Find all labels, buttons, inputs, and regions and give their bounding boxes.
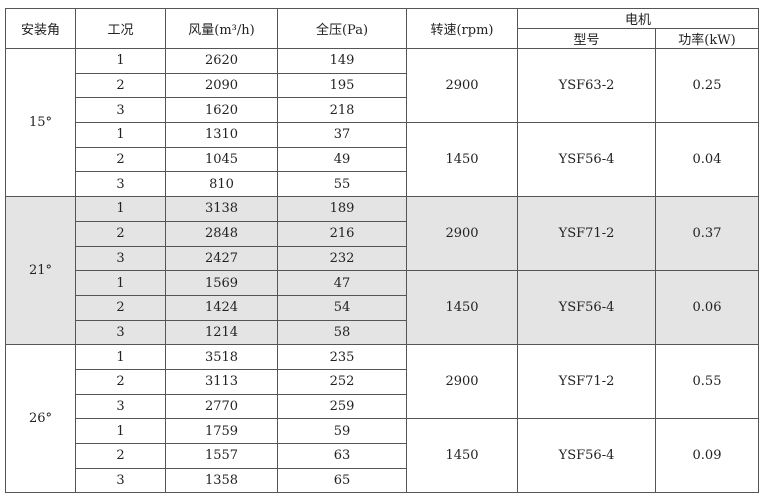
pressure-cell: 195: [277, 72, 407, 99]
pressure-cell: 149: [277, 48, 407, 74]
table-row: 26° 1 3518 235 2900 YSF71-2 0.55: [5, 344, 759, 494]
flow-cell: 1358: [165, 467, 278, 494]
angle-cell: 21°: [5, 196, 76, 346]
pressure-cell: 49: [277, 146, 407, 173]
flow-cell: 2770: [165, 393, 278, 420]
pressure-cell: 65: [277, 467, 407, 494]
table-row: 1 1569 47 1450 YSF56-4 0.06: [6, 270, 759, 346]
flow-cell: 1557: [165, 443, 278, 469]
pressure-cell: 189: [277, 196, 407, 222]
condition-cell: 1: [75, 122, 166, 148]
power-cell: 0.55: [655, 344, 759, 420]
table-row: 1 1759 59 1450 YSF56-4 0.09: [6, 418, 759, 494]
condition-cell: 3: [75, 171, 166, 198]
table-row: 3 810 55: [6, 171, 759, 198]
flow-cell: 1045: [165, 146, 278, 173]
condition-cell: 1: [75, 270, 166, 296]
pressure-cell: 47: [277, 270, 407, 296]
speed-cell: 2900: [406, 344, 518, 420]
pressure-cell: 235: [277, 344, 407, 370]
flow-cell: 3518: [165, 344, 278, 370]
power-cell: 0.09: [655, 418, 759, 494]
model-cell: YSF56-4: [517, 418, 656, 494]
pressure-cell: 58: [277, 319, 407, 346]
condition-cell: 2: [75, 294, 166, 321]
header-motor: 电机: [517, 8, 759, 29]
model-cell: YSF71-2: [517, 196, 656, 272]
power-cell: 0.04: [655, 122, 759, 198]
header-pressure: 全压(Pa): [277, 8, 407, 49]
table-row: 3 2427 232: [6, 245, 759, 272]
pressure-cell: 259: [277, 393, 407, 420]
condition-cell: 3: [75, 97, 166, 124]
flow-cell: 2427: [165, 245, 278, 272]
table-row: 3 1358 65: [6, 467, 759, 494]
model-cell: YSF63-2: [517, 47, 656, 124]
pressure-cell: 232: [277, 245, 407, 272]
pressure-cell: 252: [277, 368, 407, 395]
model-cell: YSF71-2: [517, 344, 656, 420]
flow-cell: 810: [165, 171, 278, 198]
condition-cell: 2: [75, 220, 166, 247]
header-condition: 工况: [75, 8, 166, 49]
flow-cell: 3113: [165, 368, 278, 395]
pressure-cell: 218: [277, 97, 407, 124]
pressure-cell: 59: [277, 418, 407, 444]
speed-cell: 1450: [406, 418, 518, 494]
power-cell: 0.37: [655, 196, 759, 272]
condition-cell: 1: [75, 196, 166, 222]
table-row: 1 1310 37 1450 YSF56-4 0.04: [6, 122, 759, 198]
angle-cell: 26°: [5, 344, 76, 494]
model-cell: YSF56-4: [517, 122, 656, 198]
flow-cell: 1620: [165, 97, 278, 124]
condition-cell: 3: [75, 467, 166, 494]
header-angle: 安装角: [5, 8, 76, 49]
condition-cell: 3: [75, 393, 166, 420]
header-model: 型号: [517, 28, 656, 49]
flow-cell: 1214: [165, 319, 278, 346]
table-row: 2 3113 252: [6, 368, 759, 395]
pressure-cell: 55: [277, 171, 407, 198]
flow-cell: 1424: [165, 294, 278, 321]
condition-cell: 2: [75, 72, 166, 99]
angle-cell: 15°: [5, 47, 76, 198]
table-row: 2 1557 63: [6, 443, 759, 469]
flow-cell: 2620: [165, 48, 278, 74]
pressure-cell: 63: [277, 443, 407, 469]
flow-cell: 1569: [165, 270, 278, 296]
fan-performance-table: 安装角 工况 风量(m³/h) 全压(Pa) 转速(rpm) 电机 型号 功率(…: [5, 8, 759, 494]
pressure-cell: 216: [277, 220, 407, 247]
header-speed: 转速(rpm): [406, 8, 518, 49]
flow-cell: 2848: [165, 220, 278, 247]
flow-cell: 1759: [165, 418, 278, 444]
header-flow: 风量(m³/h): [165, 8, 278, 49]
header-power: 功率(kW): [655, 28, 759, 49]
speed-cell: 2900: [406, 196, 518, 272]
pressure-cell: 37: [277, 122, 407, 148]
table-row: 3 1214 58: [6, 319, 759, 346]
speed-cell: 1450: [406, 270, 518, 346]
speed-cell: 1450: [406, 122, 518, 198]
condition-cell: 2: [75, 368, 166, 395]
pressure-cell: 54: [277, 294, 407, 321]
condition-cell: 2: [75, 146, 166, 173]
condition-cell: 3: [75, 245, 166, 272]
table-row: 21° 1 3138 189 2900 YSF71-2 0.37: [5, 196, 759, 346]
power-cell: 0.25: [655, 47, 759, 124]
table-row: 2 2848 216: [6, 220, 759, 247]
condition-cell: 3: [75, 319, 166, 346]
condition-cell: 2: [75, 443, 166, 469]
flow-cell: 1310: [165, 122, 278, 148]
flow-cell: 2090: [165, 72, 278, 99]
table-row: 2 2090 195: [6, 72, 759, 99]
condition-cell: 1: [75, 48, 166, 74]
table-row: 15° 1 2620 149 2900 YSF63-2 0.25: [5, 47, 759, 198]
model-cell: YSF56-4: [517, 270, 656, 346]
condition-cell: 1: [75, 344, 166, 370]
speed-cell: 2900: [406, 47, 518, 124]
power-cell: 0.06: [655, 270, 759, 346]
flow-cell: 3138: [165, 196, 278, 222]
condition-cell: 1: [75, 418, 166, 444]
